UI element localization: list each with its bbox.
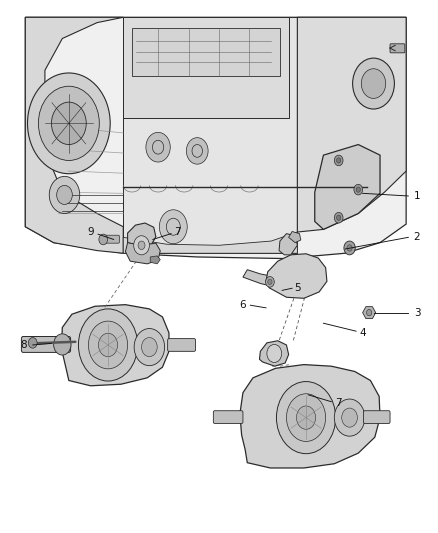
Polygon shape [123, 17, 297, 253]
Circle shape [334, 155, 343, 166]
Text: 7: 7 [174, 227, 181, 237]
Circle shape [344, 241, 355, 255]
Polygon shape [123, 232, 297, 253]
FancyBboxPatch shape [213, 411, 243, 423]
Polygon shape [289, 231, 301, 243]
Circle shape [356, 187, 360, 192]
FancyBboxPatch shape [364, 411, 390, 423]
Circle shape [39, 86, 99, 160]
Polygon shape [279, 233, 297, 255]
Circle shape [297, 406, 316, 429]
Circle shape [134, 328, 165, 366]
Text: 1: 1 [414, 191, 420, 201]
Circle shape [28, 337, 37, 348]
Circle shape [159, 210, 187, 244]
Circle shape [138, 241, 145, 249]
Circle shape [276, 382, 336, 454]
Circle shape [78, 309, 138, 381]
Polygon shape [150, 256, 160, 264]
Circle shape [361, 69, 386, 99]
Circle shape [354, 184, 363, 195]
Circle shape [336, 158, 341, 163]
FancyBboxPatch shape [168, 338, 195, 351]
Circle shape [49, 176, 80, 214]
Polygon shape [125, 243, 160, 264]
Text: 3: 3 [414, 308, 420, 318]
Circle shape [268, 279, 272, 285]
Circle shape [342, 408, 357, 427]
Polygon shape [240, 365, 380, 468]
Circle shape [186, 138, 208, 164]
Polygon shape [25, 17, 406, 259]
Text: 7: 7 [336, 398, 342, 408]
Circle shape [57, 185, 72, 205]
Bar [123, 17, 289, 118]
Circle shape [141, 337, 157, 357]
Circle shape [152, 140, 164, 154]
Polygon shape [127, 223, 156, 246]
Circle shape [336, 215, 341, 220]
Circle shape [134, 236, 149, 255]
Circle shape [334, 213, 343, 223]
Circle shape [286, 394, 325, 441]
Polygon shape [266, 254, 327, 298]
FancyBboxPatch shape [102, 235, 119, 243]
Circle shape [146, 132, 170, 162]
Polygon shape [363, 306, 376, 319]
FancyBboxPatch shape [390, 44, 405, 53]
Circle shape [347, 245, 352, 251]
Circle shape [99, 234, 108, 245]
Text: 2: 2 [414, 232, 420, 243]
Circle shape [166, 218, 180, 235]
Circle shape [28, 73, 110, 174]
Polygon shape [61, 305, 169, 386]
Text: 4: 4 [359, 328, 366, 338]
Polygon shape [25, 17, 123, 253]
Circle shape [267, 344, 282, 362]
Polygon shape [315, 144, 380, 229]
Circle shape [51, 102, 86, 144]
Polygon shape [243, 270, 280, 287]
Circle shape [53, 334, 71, 355]
Polygon shape [259, 341, 289, 366]
Circle shape [99, 333, 117, 357]
Circle shape [353, 58, 394, 109]
Circle shape [367, 310, 372, 316]
Circle shape [192, 144, 202, 157]
Text: 6: 6 [240, 300, 246, 310]
Bar [132, 28, 280, 76]
Polygon shape [297, 17, 406, 232]
Circle shape [334, 399, 365, 436]
Text: 8: 8 [21, 340, 27, 350]
Circle shape [88, 321, 127, 369]
FancyBboxPatch shape [21, 336, 71, 352]
Circle shape [265, 277, 274, 287]
Text: 5: 5 [294, 283, 300, 293]
Text: 9: 9 [87, 227, 94, 237]
